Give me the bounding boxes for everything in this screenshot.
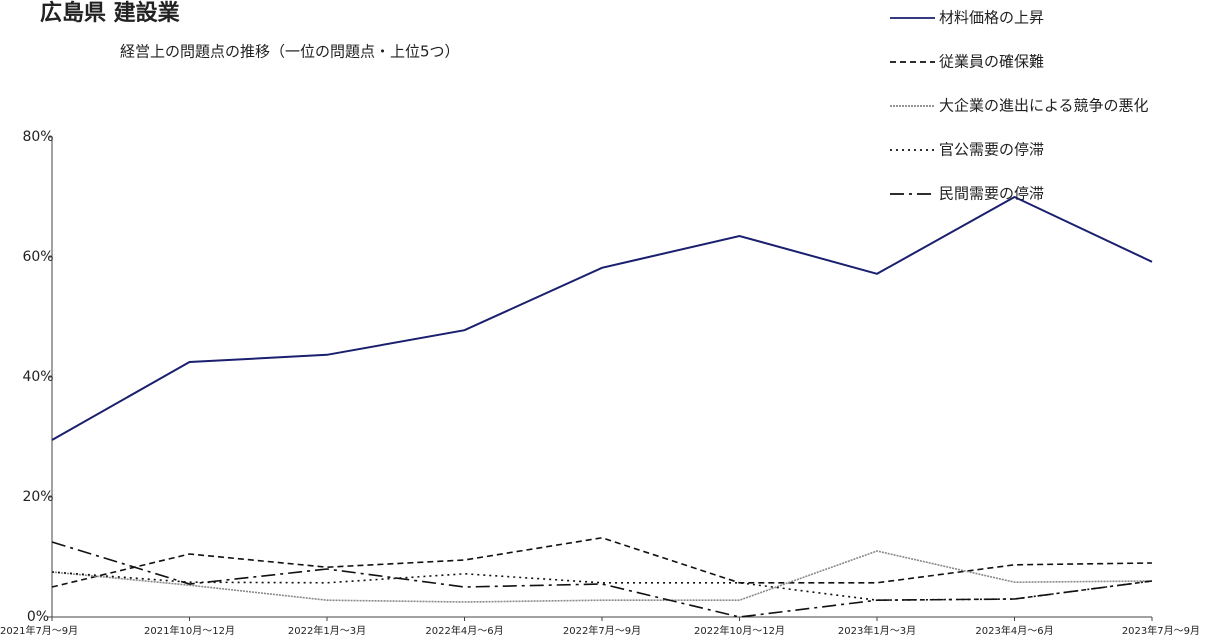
- x-tick-label: 2022年4月～6月: [425, 624, 503, 637]
- y-tick-label: 20%: [22, 489, 53, 505]
- x-tick-label: 2022年1月～3月: [288, 624, 366, 637]
- series-line: [51, 195, 1153, 441]
- x-tick-label: 2023年7月～9月: [1122, 624, 1200, 637]
- chart-title: 広島県 建設業: [40, 0, 181, 26]
- x-tick-label: 2023年4月～6月: [975, 624, 1053, 637]
- legend-label: 材料価格の上昇: [939, 9, 1044, 27]
- series-line: [51, 536, 1153, 588]
- legend-label: 従業員の確保難: [939, 53, 1044, 71]
- legend-label: 民間需要の停滞: [939, 185, 1044, 203]
- y-tick-label: 40%: [22, 369, 53, 385]
- series-line: [51, 571, 1153, 602]
- x-tick-label: 2021年10月～12月: [144, 624, 235, 637]
- y-tick-label: 60%: [22, 249, 53, 265]
- series-line: [51, 541, 1153, 618]
- chart-subtitle: 経営上の問題点の推移（一位の問題点・上位5つ）: [120, 43, 460, 61]
- x-tick-label: 2021年7月～9月: [0, 624, 78, 637]
- legend-label: 官公需要の停滞: [939, 141, 1044, 159]
- y-tick-label: 80%: [22, 129, 53, 145]
- x-tick-label: 2023年1月～3月: [838, 624, 916, 637]
- series-line: [51, 550, 1153, 603]
- y-tick-label: 0%: [27, 609, 49, 625]
- x-tick-label: 2022年10月～12月: [694, 624, 785, 637]
- x-tick-label: 2022年7月～9月: [563, 624, 641, 637]
- legend-label: 大企業の進出による競争の悪化: [939, 97, 1149, 115]
